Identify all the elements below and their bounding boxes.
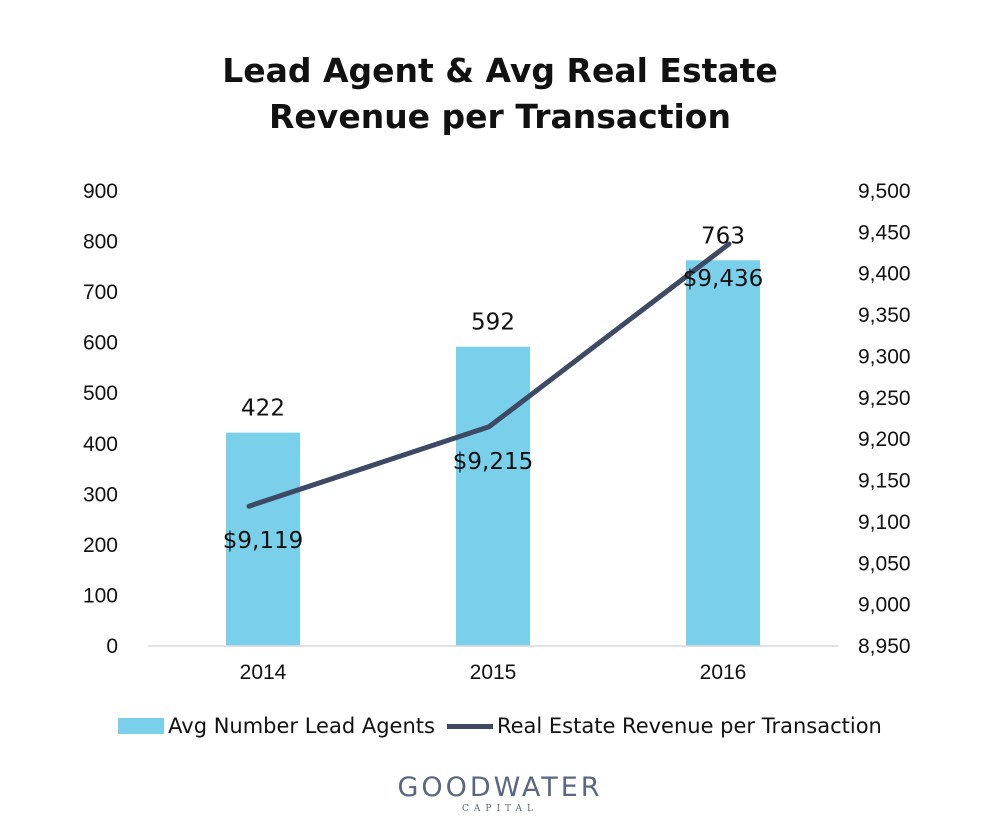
y-left-tick-label: 400 — [83, 433, 118, 456]
y-left-tick-label: 700 — [83, 281, 118, 304]
y-left-tick-label: 0 — [106, 635, 118, 658]
x-tick-label: 2016 — [700, 661, 747, 684]
legend-label-bars: Avg Number Lead Agents — [168, 714, 435, 738]
goodwater-logo: GOODWATER CAPITAL — [0, 772, 1000, 814]
legend-item-line: Real Estate Revenue per Transaction — [443, 714, 882, 738]
bar-data-label: 422 — [241, 396, 285, 422]
bar-2015 — [456, 346, 530, 646]
chart-title: Lead Agent & Avg Real Estate Revenue per… — [0, 48, 1000, 140]
line-data-label: $9,436 — [683, 266, 763, 292]
bar-data-label: 592 — [471, 310, 515, 336]
line-data-label: $9,119 — [223, 528, 303, 554]
line-data-label: $9,215 — [453, 449, 533, 475]
y-right-tick-label: 9,200 — [858, 428, 911, 451]
legend-swatch-line — [446, 723, 493, 729]
y-right-tick-label: 9,350 — [858, 304, 911, 327]
y-right-tick-label: 9,100 — [858, 511, 911, 534]
legend-label-line: Real Estate Revenue per Transaction — [496, 714, 882, 738]
y-left-tick-label: 600 — [83, 332, 118, 355]
y-right-tick-label: 9,000 — [858, 594, 911, 617]
y-left-tick-label: 300 — [83, 483, 118, 506]
legend-swatch-bar — [118, 718, 165, 734]
chart-legend: Avg Number Lead Agents Real Estate Reven… — [0, 708, 1000, 744]
y-left-tick-label: 800 — [83, 231, 118, 254]
y-right-tick-label: 9,500 — [858, 180, 911, 203]
chart-title-line-1: Lead Agent & Avg Real Estate — [222, 51, 778, 90]
x-tick-label: 2014 — [240, 661, 287, 684]
x-tick-label: 2015 — [470, 661, 517, 684]
y-right-tick-label: 9,250 — [858, 387, 911, 410]
y-left-tick-label: 100 — [83, 584, 118, 607]
y-right-tick-label: 9,400 — [858, 263, 911, 286]
y-left-tick-label: 200 — [83, 534, 118, 557]
y-right-tick-label: 9,300 — [858, 345, 911, 368]
line-revenue-per-transaction — [246, 241, 732, 509]
y-left-tick-label: 500 — [83, 382, 118, 405]
legend-item-bars: Avg Number Lead Agents — [118, 714, 435, 738]
logo-subtext: CAPITAL — [462, 804, 538, 814]
y-right-tick-label: 9,450 — [858, 221, 911, 244]
y-right-tick-label: 8,950 — [858, 635, 911, 658]
bar-2016 — [686, 260, 760, 646]
logo-wordmark: GOODWATER — [397, 772, 603, 803]
y-right-tick-label: 9,050 — [858, 552, 911, 575]
y-left-tick-label: 900 — [83, 180, 118, 203]
bar-2014 — [226, 432, 300, 646]
y-right-tick-label: 9,150 — [858, 470, 911, 493]
chart-title-line-2: Revenue per Transaction — [269, 97, 731, 136]
bar-data-label: 763 — [701, 223, 745, 249]
